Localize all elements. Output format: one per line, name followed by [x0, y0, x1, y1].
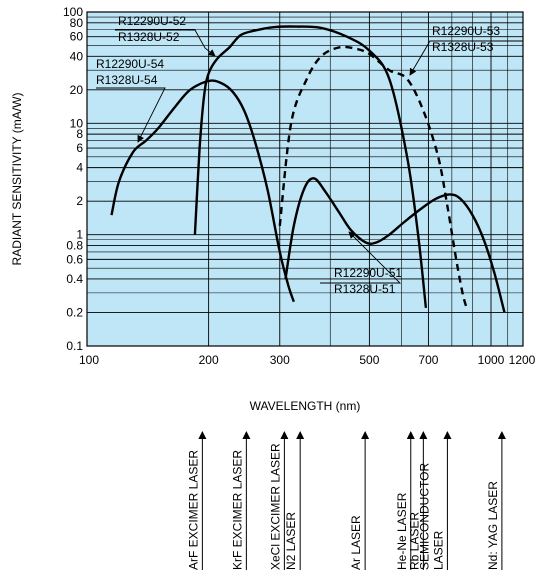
annotation-label: R12290U-54 [96, 57, 164, 71]
y-tick-label: 20 [70, 83, 84, 97]
series-line-3 [278, 45, 468, 309]
y-tick-label: 80 [70, 16, 84, 30]
y-tick-label: 6 [76, 141, 83, 155]
laser-label: Ar LASER [349, 515, 363, 570]
y-tick-label: 8 [76, 127, 83, 141]
series-line-4 [284, 177, 506, 313]
laser-label: LASER [431, 530, 445, 570]
annotation-label: R1328U-51 [334, 282, 396, 296]
y-tick-label: 1 [76, 228, 83, 242]
x-tick-label: 500 [359, 353, 379, 367]
y-tick-label: 0.2 [66, 305, 83, 319]
plot-frame [86, 11, 524, 347]
laser-label: N2 LASER [284, 512, 298, 570]
x-tick-label: 700 [418, 353, 438, 367]
y-tick-label: 100 [63, 5, 83, 19]
x-tick-label: 200 [199, 353, 219, 367]
series-lines [110, 25, 506, 313]
x-tick-labels: 100 200 300 500 700 1000 1200 [79, 353, 536, 367]
y-tick-label: 60 [70, 30, 84, 44]
y-tick-label: 40 [70, 49, 84, 63]
grid [86, 11, 524, 347]
y-tick-label: 0.4 [66, 272, 83, 286]
laser-markers: ArF EXCIMER LASER KrF EXCIMER LASER XeCl E… [186, 431, 506, 570]
laser-label: Rb LASER [407, 512, 421, 570]
y-tick-label: 4 [76, 161, 83, 175]
annotation-label: R12290U-52 [118, 14, 186, 28]
annotation-leader [320, 231, 402, 284]
y-tick-label: 10 [70, 116, 84, 130]
series-line-2 [193, 25, 428, 309]
x-axis-label: WAVELENGTH (nm) [250, 399, 361, 413]
annotation-leader [409, 40, 523, 76]
annotation-label: R1328U-53 [432, 40, 494, 54]
y-tick-label: 2 [76, 194, 83, 208]
y-tick-label: 0.8 [66, 238, 83, 252]
laser-label: XeCl EXCIMER LASER [268, 443, 282, 570]
series-line-1 [110, 79, 295, 303]
y-tick-label: 0.6 [66, 252, 83, 266]
x-tick-label: 100 [79, 353, 99, 367]
annotations: R12290U-52 R1328U-52 R12290U-53 R1328U-53 R1… [96, 14, 523, 296]
laser-label: SEMICONDUCTOR [417, 463, 431, 570]
annotation-label: R1328U-54 [96, 73, 158, 87]
laser-label: Nd: YAG LASER [486, 481, 500, 570]
annotation-leader [115, 29, 216, 57]
x-tick-label: 1000 [478, 353, 505, 367]
y-axis-label: RADIANT SENSITIVITY (mA/W) [10, 93, 24, 266]
annotation-leader [96, 87, 166, 143]
x-tick-label: 300 [270, 353, 290, 367]
plot-background [87, 12, 523, 346]
laser-label: KrF EXCIMER LASER [230, 450, 244, 570]
laser-label: ArF EXCIMER LASER [186, 450, 200, 570]
annotation-label: R1328U-52 [118, 30, 180, 44]
x-tick-label: 1200 [509, 353, 536, 367]
annotation-label: R12290U-51 [334, 266, 402, 280]
annotation-label: R12290U-53 [432, 24, 500, 38]
y-tick-label: 0.1 [66, 339, 83, 353]
laser-label: He-Ne LASER [395, 492, 409, 570]
